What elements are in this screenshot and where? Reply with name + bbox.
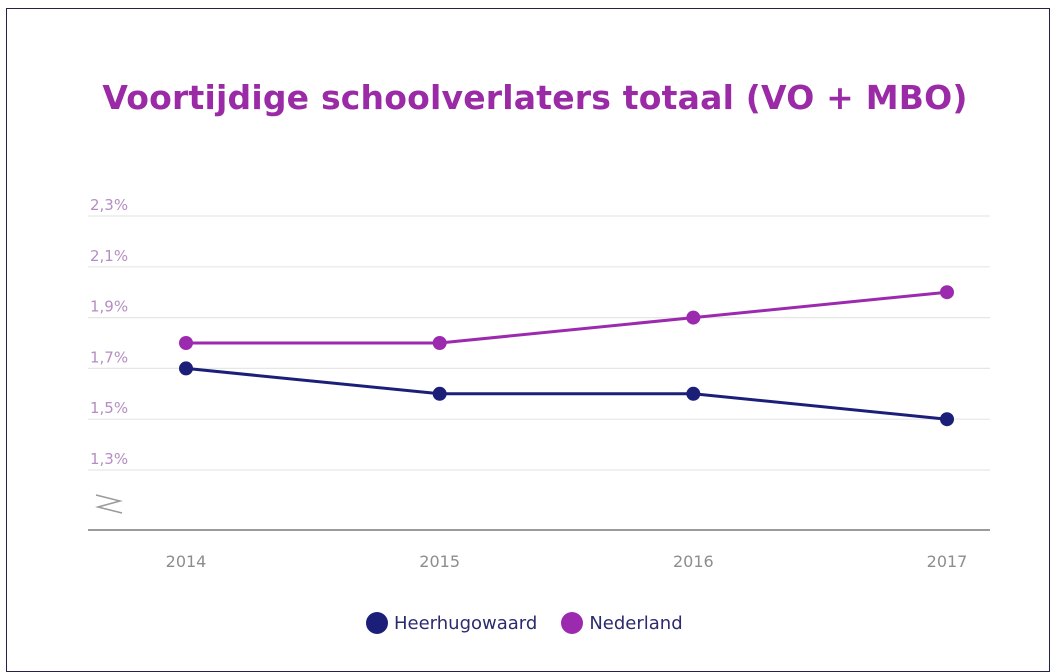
data-point [432, 336, 447, 350]
x-tick-label: 2016 [673, 552, 714, 571]
legend-swatch-icon [561, 612, 584, 634]
data-point [686, 310, 701, 325]
chart-title: Voortijdige schoolverlaters totaal (VO +… [102, 78, 968, 117]
y-tick-label: 1,7% [90, 348, 128, 366]
x-axis-ticks: 2014 2015 2016 2017 [166, 552, 968, 571]
data-point [940, 285, 954, 300]
axis-break-icon [95, 494, 123, 514]
legend-item: Nederland [561, 612, 683, 634]
data-point [686, 386, 701, 401]
series [179, 285, 954, 427]
y-tick-label: 2,3% [90, 196, 128, 214]
y-tick-label: 2,1% [90, 247, 128, 265]
y-tick-label: 1,9% [90, 298, 128, 316]
y-tick-label: 1,3% [90, 450, 128, 468]
series-line [185, 366, 948, 421]
legend-swatch-icon [366, 612, 388, 634]
series-group [179, 285, 954, 350]
x-tick-label: 2017 [927, 552, 968, 571]
data-point [179, 336, 193, 350]
legend-label: Nederland [589, 612, 683, 634]
data-point [179, 361, 193, 376]
legend: Heerhugowaard Nederland [366, 612, 707, 634]
legend-label: Heerhugowaard [394, 612, 538, 634]
data-point [432, 386, 447, 401]
series-group [179, 361, 954, 427]
series-line [186, 290, 948, 345]
gridlines [88, 215, 990, 471]
data-point [940, 412, 954, 427]
legend-item: Heerhugowaard [366, 612, 537, 634]
x-tick-label: 2015 [419, 552, 460, 571]
y-tick-label: 1,5% [90, 399, 128, 417]
x-tick-label: 2014 [166, 552, 207, 571]
y-axis-ticks: 2,3% 2,1% 1,9% 1,7% 1,5% 1,3% [90, 196, 128, 468]
